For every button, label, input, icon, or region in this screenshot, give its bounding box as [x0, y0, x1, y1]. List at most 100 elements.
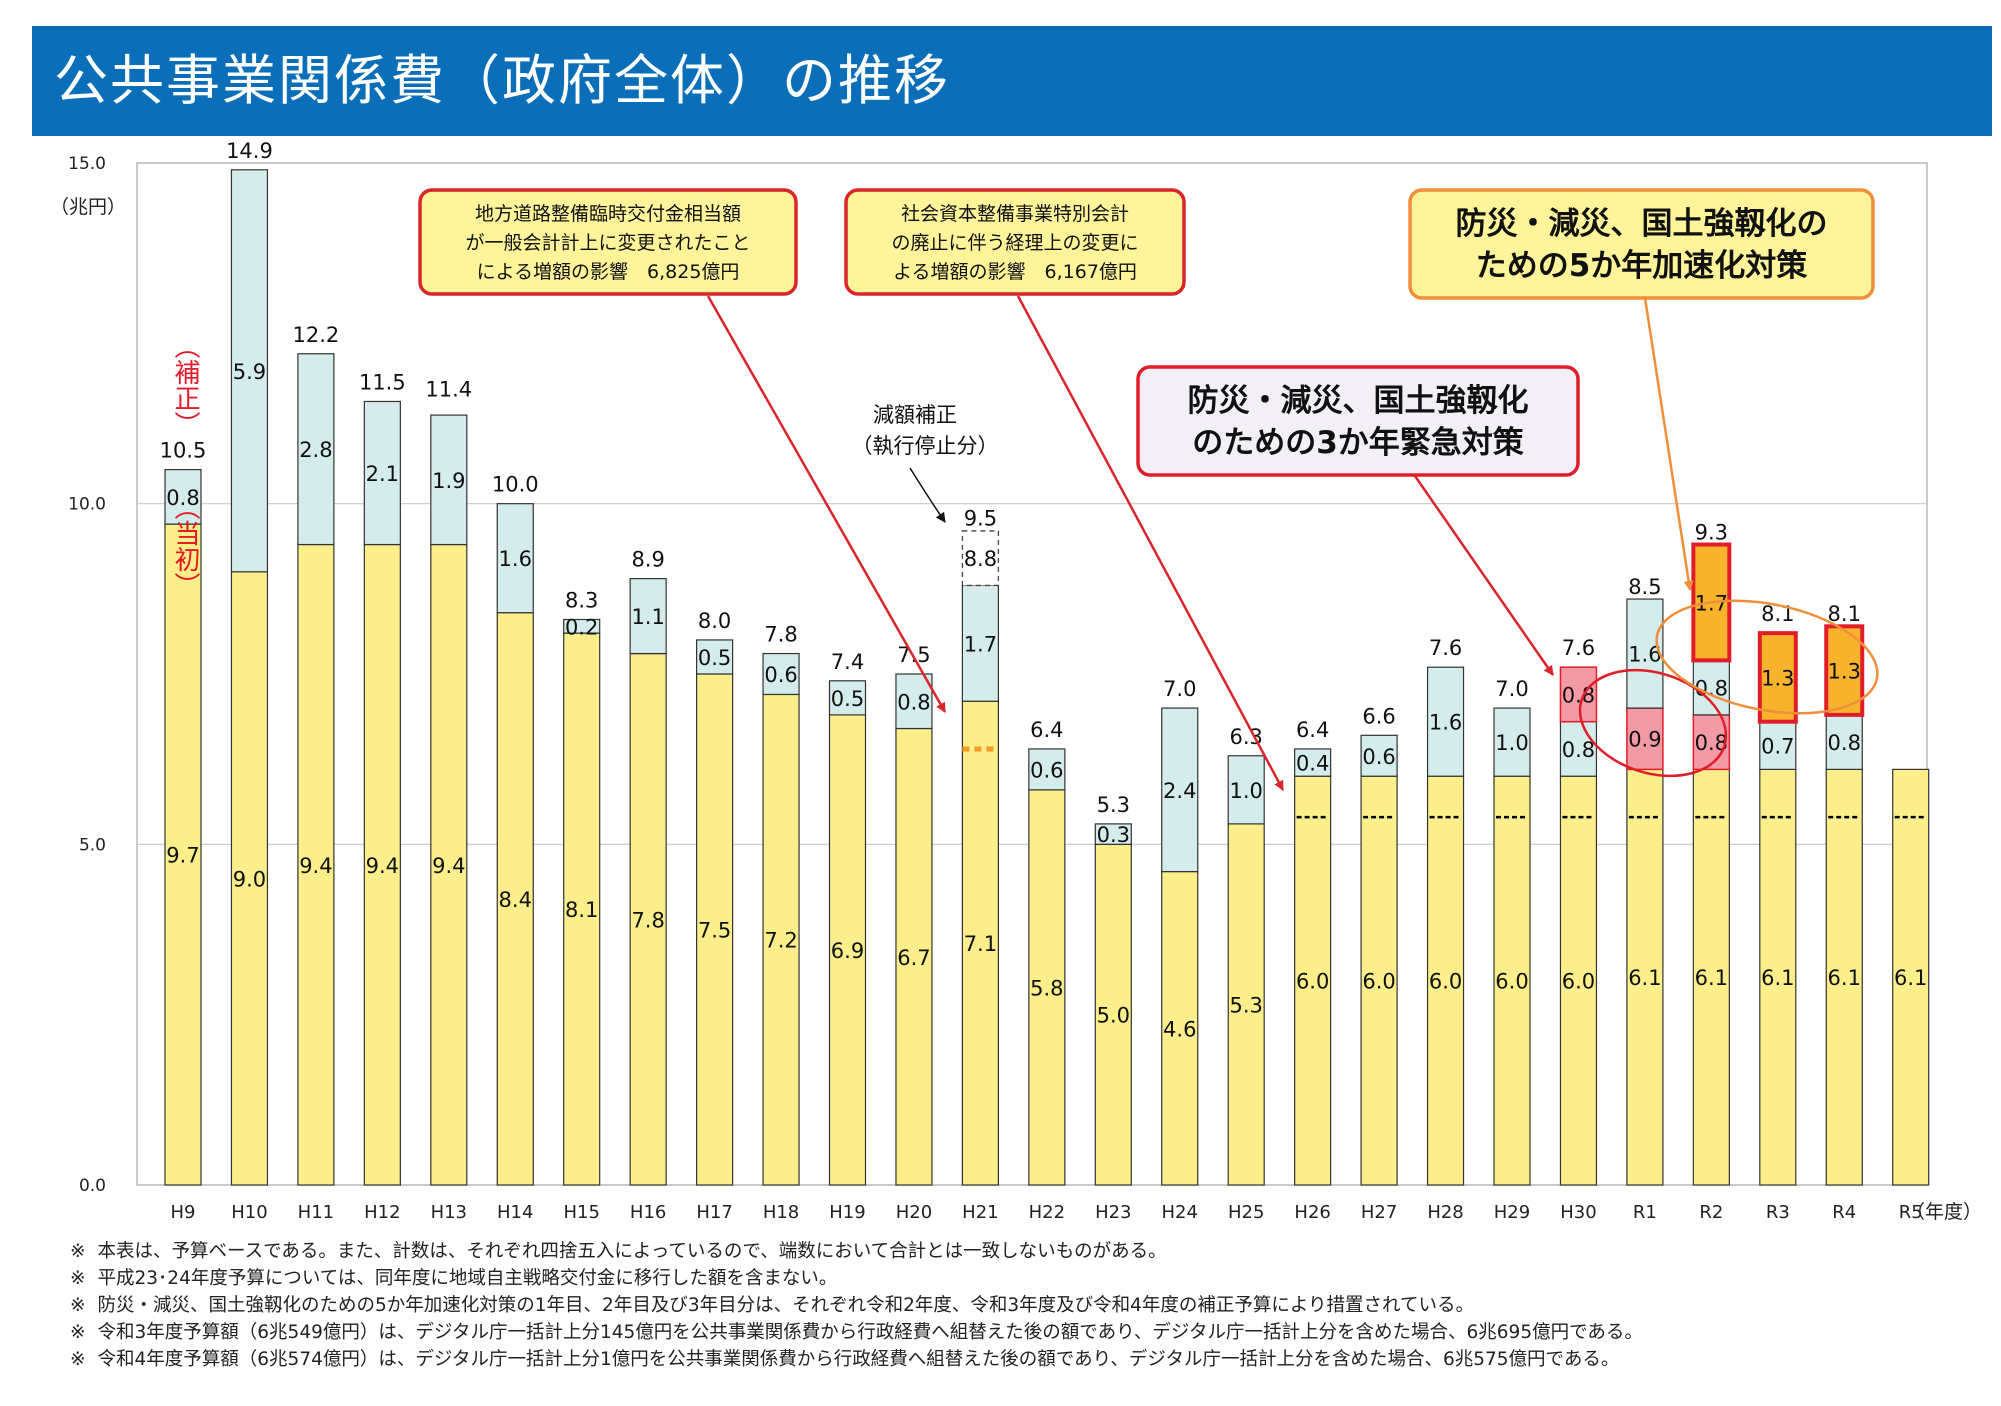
- bar-segment: [762, 652, 800, 696]
- bar-segment: [828, 680, 867, 716]
- footnote-text: 本表は、予算ベースである。また、計数は、それぞれ四捨五入によっているので、端数に…: [97, 1241, 1167, 1262]
- bar-segment: [430, 414, 468, 546]
- callout-5yr-box: [1408, 188, 1875, 300]
- bar-total-label: 6.4: [1030, 718, 1063, 742]
- x-tick-label: H13: [431, 1202, 467, 1223]
- x-tick-label: H30: [1560, 1202, 1596, 1223]
- bar-value-label: 6.1: [1828, 966, 1861, 990]
- note-mark: ※: [70, 1241, 86, 1262]
- stacked-bar-chart: 0.0 5.0 10.0 15.0 （兆円） 9.7 0.8 10.5 H9 9.0 5.9 14.9…: [50, 139, 1982, 1223]
- callout-arrow: [1016, 295, 1285, 791]
- bar-value-label: 0.3: [1097, 823, 1130, 847]
- h9-initial-label: （当初）: [170, 494, 200, 598]
- footnote: ※ 本表は、予算ベースである。また、計数は、それぞれ四捨五入によっているので、端数…: [70, 1238, 1970, 1265]
- callout-h26-text: 社会資本整備事業特別会計: [901, 203, 1129, 225]
- callout-h21-text: 地方道路整備臨時交付金相当額: [475, 203, 741, 225]
- bar-value-label: 8.1: [565, 898, 598, 922]
- callout-h21-text: が一般会計計上に変更されたこと: [465, 232, 750, 254]
- bar-segment: [1294, 748, 1332, 777]
- bar-segment: [762, 693, 800, 1186]
- x-tick-label: H21: [962, 1202, 998, 1223]
- y-axis-unit: （兆円）: [50, 196, 126, 218]
- reduction-annotation: 減額補正: [873, 403, 957, 427]
- callout-3yr-text: のための3か年緊急対策: [1192, 425, 1524, 461]
- bar-segment: [297, 353, 335, 546]
- bar-value-label: 0.8: [1562, 738, 1595, 762]
- bar-total-label: 7.4: [831, 650, 864, 674]
- footnote-text: 平成23･24年度予算については、同年度に地域自主戦略交付金に移行した額を含まな…: [97, 1268, 838, 1289]
- bar-value-label: 4.6: [1163, 1017, 1196, 1041]
- bar-value-label: 1.6: [499, 547, 532, 571]
- bar-segment: [961, 700, 1000, 1186]
- bar-value-label: 7.1: [964, 932, 997, 956]
- bar-segment: [1426, 666, 1465, 777]
- bar-value-label: 0.7: [1761, 735, 1794, 759]
- highlight-ellipse-3yr: [1578, 668, 1728, 778]
- bar-segment: [1892, 768, 1930, 1186]
- bar-value-label: 5.9: [233, 360, 266, 384]
- reduction-box: [961, 530, 1000, 587]
- bar-value-label: 6.7: [897, 946, 930, 970]
- bar-segment: [1626, 707, 1664, 771]
- x-tick-label: H23: [1095, 1202, 1131, 1223]
- bar-total-label: 11.4: [425, 377, 472, 401]
- bar-value-label: 0.6: [764, 663, 797, 687]
- x-tick-label: R2: [1699, 1202, 1723, 1223]
- bar-segment: [695, 639, 734, 675]
- bar-total-label: 7.0: [1163, 677, 1196, 701]
- y-tick-label: 0.0: [79, 1176, 106, 1196]
- bar-segment: [1757, 631, 1798, 724]
- callout-5yr-text: 防災・減災、国土強靱化の: [1456, 206, 1828, 242]
- bar-total-label: 6.6: [1362, 704, 1395, 728]
- bar-total-label: 9.5: [964, 507, 997, 531]
- reduction-annotation: （執行停止分）: [852, 434, 999, 458]
- bar-value-label: 0.9: [1628, 728, 1661, 752]
- x-tick-label: H25: [1228, 1202, 1264, 1223]
- x-tick-label: H16: [630, 1202, 666, 1223]
- bar-value-label: 2.8: [299, 438, 332, 462]
- bar-total-label: 6.4: [1296, 718, 1329, 742]
- bar-total-label: 5.3: [1097, 793, 1130, 817]
- bar-value-label: 1.1: [631, 605, 664, 629]
- x-tick-label: H24: [1162, 1202, 1198, 1223]
- bar-total-label: 7.6: [1429, 636, 1462, 660]
- x-tick-label: H29: [1494, 1202, 1530, 1223]
- bar-value-label: 1.3: [1828, 660, 1861, 684]
- bar-total-label: 7.0: [1495, 677, 1528, 701]
- bar-total-label: 10.5: [160, 439, 207, 463]
- bar-total-label: 12.2: [293, 323, 340, 347]
- note-mark: ※: [70, 1268, 86, 1289]
- bar-segment: [1360, 734, 1398, 777]
- bar-value-label: 5.3: [1229, 993, 1262, 1017]
- bar-segment: [1227, 755, 1265, 825]
- callout-h21-box: [418, 188, 798, 296]
- bar-value-label: 0.6: [1030, 758, 1063, 782]
- x-tick-label: H15: [563, 1202, 599, 1223]
- bar-value-label: 5.0: [1097, 1004, 1130, 1028]
- bar-segment: [1759, 721, 1797, 770]
- callout-5yr-text: ための5か年加速化対策: [1476, 248, 1808, 284]
- bar-value-label: 0.5: [831, 687, 864, 711]
- bar-value-label: 0.5: [698, 646, 731, 670]
- bar-value-label: 6.0: [1495, 970, 1528, 994]
- bar-segment: [1626, 768, 1664, 1186]
- bar-value-label: 1.0: [1495, 731, 1528, 755]
- bar-value-label: 6.0: [1362, 970, 1395, 994]
- bar-segment: [1559, 721, 1598, 777]
- bar-segment: [1493, 775, 1531, 1186]
- bar-value-label: 6.1: [1628, 966, 1661, 990]
- x-tick-label: H22: [1029, 1202, 1065, 1223]
- footnote-text: 令和3年度予算額（6兆549億円）は、デジタル庁一括計上分145億円を公共事業関…: [97, 1322, 1643, 1343]
- bar-value-label: 6.1: [1761, 966, 1794, 990]
- bar-segment: [563, 618, 601, 634]
- bar-value-label: 7.5: [698, 919, 731, 943]
- h9-supplementary-label: （補正）: [170, 333, 200, 437]
- bar-total-label: 7.6: [1562, 636, 1595, 660]
- reduction-arrow: [909, 467, 946, 523]
- bar-segment: [1227, 823, 1265, 1186]
- callout-h26-text: よる増額の影響 6,167億円: [893, 261, 1137, 283]
- bar-segment: [1692, 659, 1730, 716]
- footnote: ※ 令和4年度予算額（6兆574億円）は、デジタル庁一括計上分1億円を公共事業関係…: [70, 1346, 1970, 1373]
- bar-value-label: 1.7: [964, 632, 997, 656]
- bar-value-label: 7.2: [764, 929, 797, 953]
